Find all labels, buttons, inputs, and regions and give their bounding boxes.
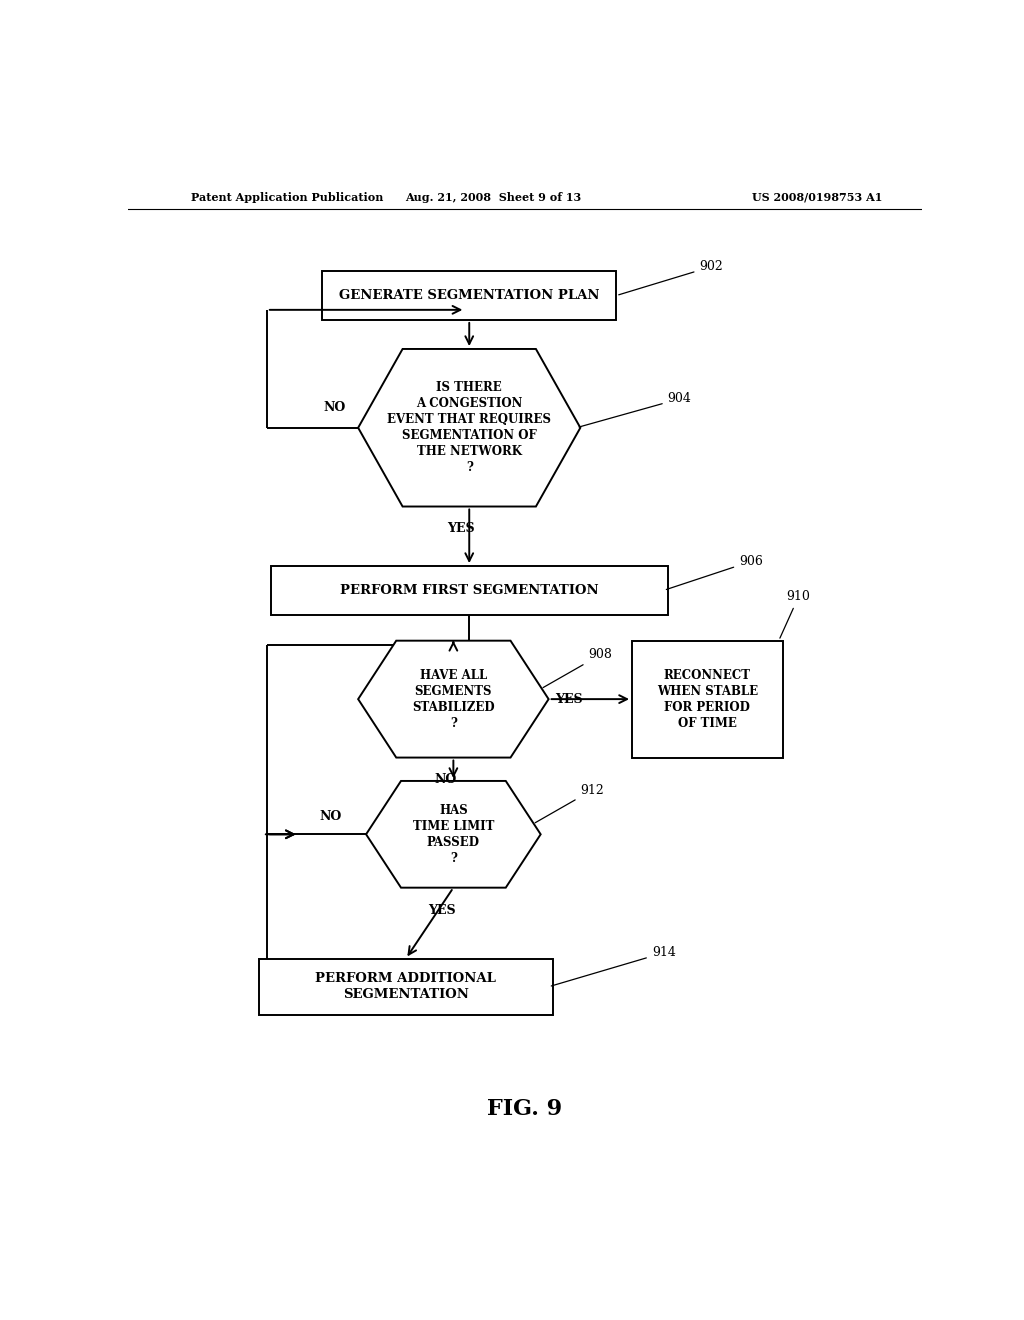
Text: US 2008/0198753 A1: US 2008/0198753 A1 — [752, 191, 882, 202]
Text: NO: NO — [434, 774, 457, 787]
Text: 906: 906 — [667, 554, 763, 590]
Bar — [323, 271, 616, 319]
Bar — [259, 958, 553, 1015]
Polygon shape — [358, 640, 549, 758]
Text: 902: 902 — [618, 260, 723, 294]
Text: NO: NO — [319, 809, 341, 822]
Text: NO: NO — [324, 401, 345, 414]
Text: PERFORM ADDITIONAL
SEGMENTATION: PERFORM ADDITIONAL SEGMENTATION — [315, 973, 497, 1002]
Polygon shape — [367, 781, 541, 887]
Text: HAVE ALL
SEGMENTS
STABILIZED
?: HAVE ALL SEGMENTS STABILIZED ? — [412, 669, 495, 730]
Text: IS THERE
A CONGESTION
EVENT THAT REQUIRES
SEGMENTATION OF
THE NETWORK
?: IS THERE A CONGESTION EVENT THAT REQUIRE… — [387, 381, 551, 474]
Text: HAS
TIME LIMIT
PASSED
?: HAS TIME LIMIT PASSED ? — [413, 804, 494, 865]
Text: 904: 904 — [579, 392, 691, 426]
Text: YES: YES — [555, 693, 583, 706]
Bar — [632, 640, 782, 758]
Text: 910: 910 — [780, 590, 811, 638]
Text: 912: 912 — [536, 784, 604, 822]
Text: GENERATE SEGMENTATION PLAN: GENERATE SEGMENTATION PLAN — [339, 289, 599, 302]
Text: FIG. 9: FIG. 9 — [487, 1098, 562, 1119]
Text: RECONNECT
WHEN STABLE
FOR PERIOD
OF TIME: RECONNECT WHEN STABLE FOR PERIOD OF TIME — [656, 669, 758, 730]
Bar — [270, 566, 668, 615]
Polygon shape — [358, 348, 581, 507]
Text: Aug. 21, 2008  Sheet 9 of 13: Aug. 21, 2008 Sheet 9 of 13 — [404, 191, 582, 202]
Text: YES: YES — [428, 903, 456, 916]
Text: PERFORM FIRST SEGMENTATION: PERFORM FIRST SEGMENTATION — [340, 583, 599, 597]
Text: 914: 914 — [551, 946, 676, 986]
Text: Patent Application Publication: Patent Application Publication — [191, 191, 384, 202]
Text: 908: 908 — [543, 648, 612, 688]
Text: YES: YES — [447, 523, 475, 536]
